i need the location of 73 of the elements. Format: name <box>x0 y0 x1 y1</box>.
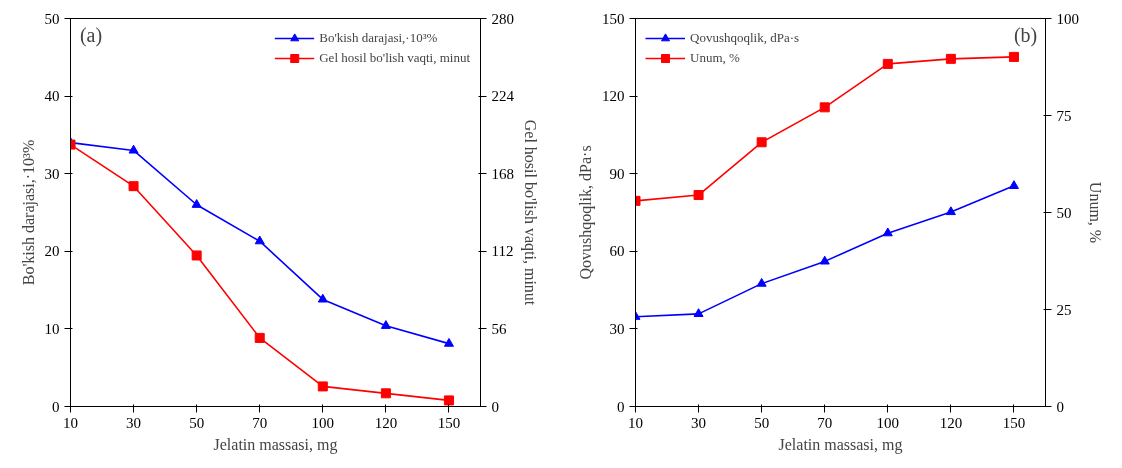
x-tick-label: 120 <box>939 414 963 431</box>
y-tick-label: 60 <box>609 243 625 260</box>
y-tick-label: 40 <box>44 88 60 105</box>
x-tick-label: 70 <box>252 414 268 431</box>
point <box>882 227 893 237</box>
annotation: (a) <box>79 23 103 47</box>
x-tick-label: 120 <box>374 414 398 431</box>
point <box>128 144 139 154</box>
point <box>945 53 956 64</box>
point <box>693 308 704 317</box>
point <box>191 199 202 208</box>
x-tick-label: 30 <box>691 414 707 431</box>
y2-axis-title: Unum, % <box>1087 181 1104 244</box>
x-tick-label: 50 <box>754 414 770 431</box>
point <box>945 206 956 216</box>
y2-tick-label: 0 <box>1056 398 1064 415</box>
y-tick-label: 90 <box>609 165 625 182</box>
x-tick-label: 50 <box>189 414 205 431</box>
y-axis-title: Bo'kish darajasi,·10³% <box>19 139 38 286</box>
point <box>1008 180 1019 189</box>
y-tick-label: 0 <box>52 398 60 415</box>
y2-axis-title: Gel hosil bo'lish vaqti, minut <box>521 119 539 306</box>
x-tick-label: 10 <box>63 414 78 431</box>
point <box>254 235 265 245</box>
point <box>819 255 830 265</box>
point <box>254 332 265 343</box>
y2-tick-label: 280 <box>491 10 514 27</box>
y-tick-label: 50 <box>44 10 60 27</box>
y2-tick-label: 25 <box>1056 301 1072 318</box>
legend-label: Qovushqoqlik, dPa·s <box>690 30 800 46</box>
x-axis-title: Jelatin massasi, mg <box>778 435 903 454</box>
point <box>128 181 139 192</box>
point <box>693 190 704 201</box>
y2-tick-label: 56 <box>491 320 507 337</box>
x-tick-label: 150 <box>437 414 461 431</box>
x-tick-label: 100 <box>876 414 900 431</box>
y2-tick-label: 100 <box>1056 10 1079 27</box>
point <box>756 277 767 287</box>
x-tick-label: 100 <box>311 414 335 431</box>
point <box>191 250 202 261</box>
point <box>380 320 391 329</box>
y-tick-label: 30 <box>609 320 625 337</box>
point <box>380 388 391 399</box>
x-tick-label: 30 <box>126 414 142 431</box>
point <box>882 58 893 69</box>
y-tick-label: 120 <box>602 88 625 105</box>
y2-tick-label: 168 <box>491 165 514 182</box>
legend-label: Unum, % <box>690 50 740 66</box>
annotation: (b) <box>1013 23 1038 47</box>
y2-tick-label: 75 <box>1056 107 1072 124</box>
y2-tick-label: 112 <box>491 243 514 260</box>
legend-label: Bo'kish darajasi,·10³% <box>319 30 438 46</box>
point <box>819 102 830 113</box>
y-axis-title: Qovushqoqlik, dPa·s <box>577 145 595 280</box>
point <box>1008 51 1019 62</box>
x-axis-title: Jelatin massasi, mg <box>213 435 338 454</box>
point <box>317 381 328 392</box>
y2-tick-label: 0 <box>491 398 499 415</box>
x-tick-label: 70 <box>817 414 833 431</box>
point <box>443 395 454 406</box>
y2-tick-label: 224 <box>491 88 515 105</box>
y-tick-label: 20 <box>44 243 60 260</box>
y-tick-label: 0 <box>617 398 625 415</box>
y-tick-label: 150 <box>602 10 625 27</box>
y2-tick-label: 50 <box>1056 204 1072 221</box>
y-tick-label: 10 <box>44 320 60 337</box>
point <box>443 337 454 347</box>
legend-label: Gel hosil bo'lish vaqti, minut <box>319 50 470 66</box>
point <box>756 137 767 148</box>
x-tick-label: 150 <box>1002 414 1026 431</box>
y-tick-label: 30 <box>44 165 60 182</box>
point <box>317 293 328 303</box>
x-tick-label: 10 <box>628 414 643 431</box>
